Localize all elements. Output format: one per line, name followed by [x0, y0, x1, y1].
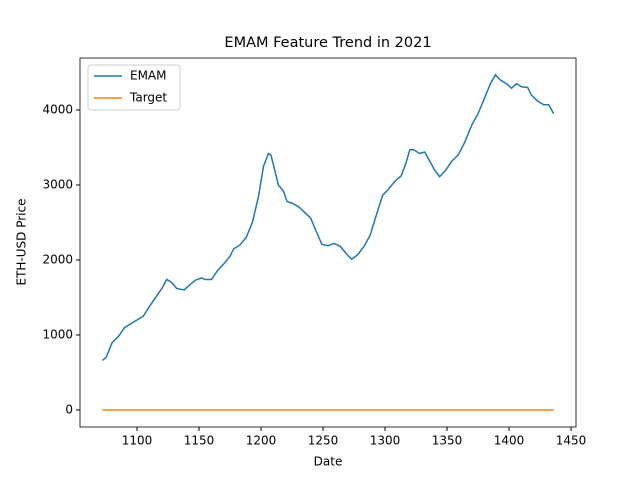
- x-tick-label: 1250: [308, 434, 339, 448]
- x-axis-label: Date: [314, 455, 343, 469]
- y-tick-label: 2000: [42, 252, 73, 266]
- x-tick-label: 1150: [184, 434, 215, 448]
- y-axis-label: ETH-USD Price: [15, 199, 29, 286]
- x-tick-label: 1400: [494, 434, 525, 448]
- y-tick-label: 1000: [42, 327, 73, 341]
- x-tick-label: 1100: [122, 434, 153, 448]
- legend-label: Target: [129, 91, 167, 105]
- plot-frame: [79, 57, 577, 428]
- legend-label: EMAM: [130, 69, 167, 83]
- line: [101, 73, 555, 362]
- y-tick-label: 3000: [42, 177, 73, 191]
- chart-title: EMAM Feature Trend in 2021: [224, 35, 431, 51]
- x-tick-label: 1300: [370, 434, 401, 448]
- x-tick-label: 1450: [556, 434, 587, 448]
- x-tick-label: 1350: [432, 434, 463, 448]
- x-tick-label: 1200: [246, 434, 277, 448]
- y-tick-label: 4000: [42, 102, 73, 116]
- y-tick-label: 0: [65, 402, 73, 416]
